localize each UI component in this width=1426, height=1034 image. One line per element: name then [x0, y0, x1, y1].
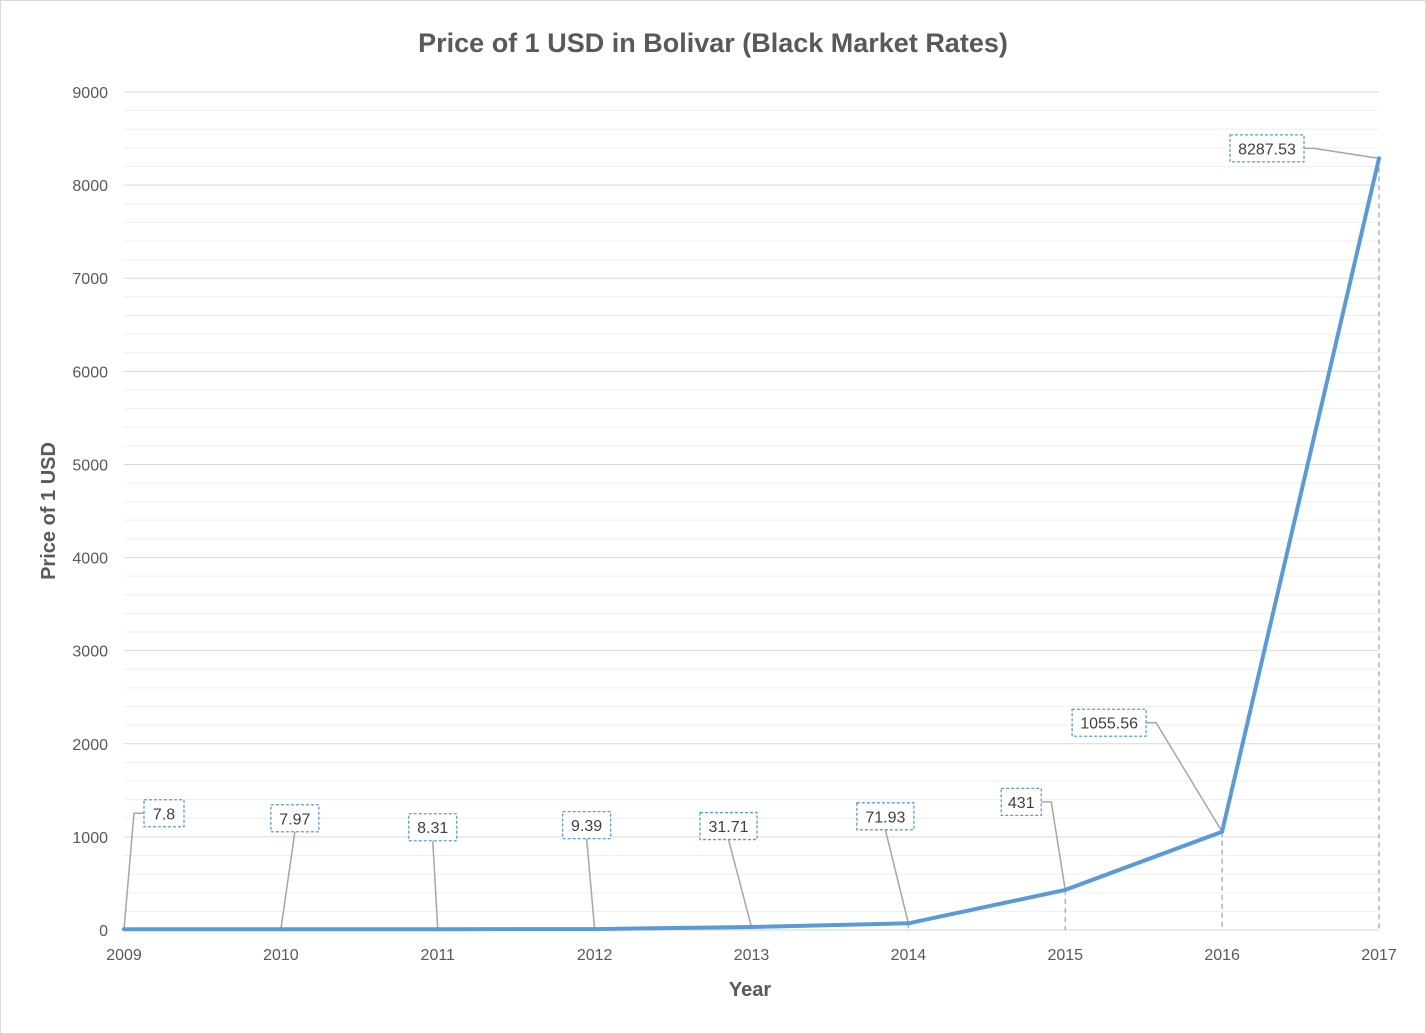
y-tick-label: 6000	[72, 364, 108, 381]
data-point	[592, 927, 597, 932]
data-label-box	[856, 802, 915, 831]
y-tick-label: 3000	[72, 644, 108, 661]
x-tick-label: 2012	[577, 947, 613, 964]
data-label-box	[408, 813, 458, 842]
data-label-box	[699, 811, 758, 841]
y-tick-label: 8000	[72, 178, 108, 195]
data-label-box	[143, 799, 185, 828]
data-point	[906, 921, 911, 926]
x-tick-label: 2009	[106, 947, 142, 964]
data-point	[435, 927, 440, 932]
x-tick-label: 2010	[263, 947, 299, 964]
chart-title: Price of 1 USD in Bolivar (Black Market …	[418, 28, 1008, 58]
y-tick-label: 0	[99, 923, 108, 940]
data-point	[278, 927, 283, 932]
data-point	[749, 925, 754, 930]
y-tick-label: 7000	[72, 271, 108, 288]
y-tick-label: 1000	[72, 830, 108, 847]
data-label: 71.93	[865, 809, 905, 826]
label-leader-line	[727, 839, 753, 928]
label-leader-line	[1041, 801, 1066, 890]
label-leader-line	[1304, 147, 1380, 160]
data-label: 9.39	[571, 818, 602, 835]
x-tick-label: 2016	[1204, 947, 1240, 964]
y-tick-label: 9000	[72, 85, 108, 102]
data-label-box	[561, 810, 612, 840]
data-label: 7.8	[153, 806, 175, 823]
label-leader-line	[280, 831, 296, 930]
x-tick-label: 2015	[1047, 947, 1083, 964]
data-point	[122, 927, 126, 932]
label-leader-line	[1146, 721, 1223, 833]
x-tick-label: 2011	[421, 947, 456, 964]
gridlines	[124, 91, 1379, 931]
drop-lines	[907, 158, 1380, 930]
data-label: 31.71	[708, 819, 748, 836]
x-tick-label: 2013	[734, 947, 770, 964]
y-axis-tick-labels: 0 1000 2000 3000 4000 5000 6000 7000 8000 9000	[72, 85, 108, 940]
data-label-box	[1000, 787, 1042, 817]
data-label-box	[1229, 134, 1305, 163]
label-leader-line	[585, 838, 596, 930]
y-tick-label: 5000	[72, 457, 108, 474]
label-leader-line	[884, 829, 910, 924]
data-label: 8287.53	[1238, 141, 1296, 158]
y-axis-title: Price of 1 USD	[38, 442, 60, 580]
y-tick-label: 4000	[72, 551, 108, 568]
data-label-box	[270, 804, 320, 833]
x-axis-title: Year	[729, 979, 771, 1001]
data-label: 7.97	[279, 811, 310, 828]
data-point	[1063, 887, 1068, 892]
label-leader-lines	[123, 147, 1380, 930]
data-label: 431	[1008, 795, 1035, 812]
data-labels: 7.8 7.97 8.31 9.39 31.71 71.93 431 1055.56 8287.…	[143, 134, 1305, 842]
y-tick-label: 2000	[72, 737, 108, 754]
data-label: 1055.56	[1080, 716, 1138, 733]
data-point	[1220, 829, 1225, 834]
label-leader-line	[123, 812, 144, 930]
x-axis-tick-labels: 2009 2010 2011 2012 2013 2014 2015 2016 2017	[106, 947, 1397, 964]
series-layer	[122, 156, 1381, 932]
data-label-box	[1071, 708, 1147, 737]
data-point	[1377, 156, 1381, 161]
x-tick-label: 2014	[891, 947, 927, 964]
x-tick-label: 2017	[1361, 947, 1397, 964]
data-label: 8.31	[417, 820, 448, 837]
label-leader-line	[432, 840, 439, 930]
